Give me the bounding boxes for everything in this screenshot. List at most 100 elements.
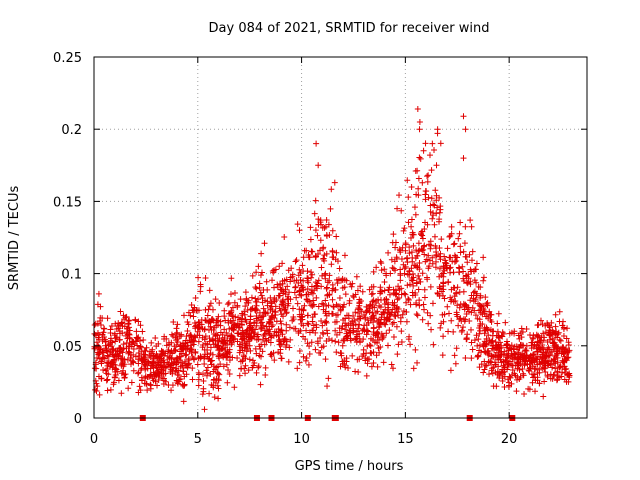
data-point [168, 360, 175, 367]
data-point [437, 324, 444, 331]
data-point [332, 286, 339, 293]
data-point [277, 328, 284, 335]
data-point [217, 361, 224, 368]
data-point [390, 319, 397, 326]
data-point [468, 355, 475, 362]
data-point [500, 351, 507, 358]
data-point [544, 338, 551, 345]
data-point [512, 350, 519, 357]
data-point [170, 332, 177, 339]
data-point [253, 307, 260, 314]
data-point [468, 268, 475, 275]
data-point [560, 344, 567, 351]
data-point [384, 342, 391, 349]
data-point [237, 341, 244, 348]
data-point [462, 272, 469, 279]
data-point [349, 280, 356, 287]
data-point [412, 255, 419, 262]
data-point [306, 298, 313, 305]
data-point [346, 300, 353, 307]
data-point [268, 334, 275, 341]
data-point [540, 393, 547, 400]
data-point [226, 371, 233, 378]
data-point [130, 358, 137, 365]
data-point [342, 291, 349, 298]
data-point [407, 301, 414, 308]
data-point [553, 377, 560, 384]
data-point [431, 147, 438, 154]
data-point [255, 363, 262, 370]
data-point [456, 230, 463, 237]
data-point [311, 287, 318, 294]
data-point [401, 290, 408, 297]
data-point [427, 312, 434, 319]
data-point [248, 333, 255, 340]
data-point [545, 361, 552, 368]
data-point [179, 381, 186, 388]
data-point [389, 306, 396, 313]
data-point [528, 342, 535, 349]
data-point [262, 364, 269, 371]
data-point [141, 361, 148, 368]
data-point [422, 140, 429, 147]
data-point [392, 313, 399, 320]
data-point [103, 347, 110, 354]
data-point [323, 216, 330, 223]
data-point [236, 324, 243, 331]
data-point [551, 342, 558, 349]
data-point [261, 240, 268, 247]
data-point [496, 372, 503, 379]
data-point [253, 269, 260, 276]
data-point [506, 330, 513, 337]
data-point [530, 371, 537, 378]
data-point [436, 218, 443, 225]
data-point [382, 321, 389, 328]
data-point [378, 267, 385, 274]
data-point [469, 248, 476, 255]
data-point [243, 348, 250, 355]
data-point [373, 352, 380, 359]
data-point [183, 333, 190, 340]
data-point [394, 351, 401, 358]
data-point [412, 289, 419, 296]
data-point [161, 352, 168, 359]
data-point [194, 361, 201, 368]
data-point [532, 377, 539, 384]
data-point [501, 384, 508, 391]
data-point [475, 283, 482, 290]
data-point [112, 365, 119, 372]
data-point [95, 351, 102, 358]
data-point [531, 351, 538, 358]
data-point [332, 319, 339, 326]
data-point [277, 282, 284, 289]
data-point [556, 318, 563, 325]
data-point [308, 248, 315, 255]
data-point [212, 379, 219, 386]
data-point [323, 319, 330, 326]
data-point [377, 343, 384, 350]
data-point [390, 333, 397, 340]
data-point [123, 345, 130, 352]
data-point [270, 349, 277, 356]
data-point [225, 319, 232, 326]
data-point [174, 321, 181, 328]
data-point [292, 258, 299, 265]
data-point [322, 297, 329, 304]
data-point [408, 216, 415, 223]
data-point [383, 315, 390, 322]
data-point [377, 284, 384, 291]
data-point [300, 254, 307, 261]
data-point [119, 355, 126, 362]
data-point [264, 302, 271, 309]
data-point [201, 361, 208, 368]
data-point [463, 336, 470, 343]
data-point [370, 268, 377, 275]
data-point [278, 355, 285, 362]
data-point [215, 353, 222, 360]
data-point [258, 292, 265, 299]
data-point [184, 327, 191, 334]
data-point [189, 365, 196, 372]
data-point [438, 236, 445, 243]
data-point [475, 300, 482, 307]
data-point [401, 265, 408, 272]
